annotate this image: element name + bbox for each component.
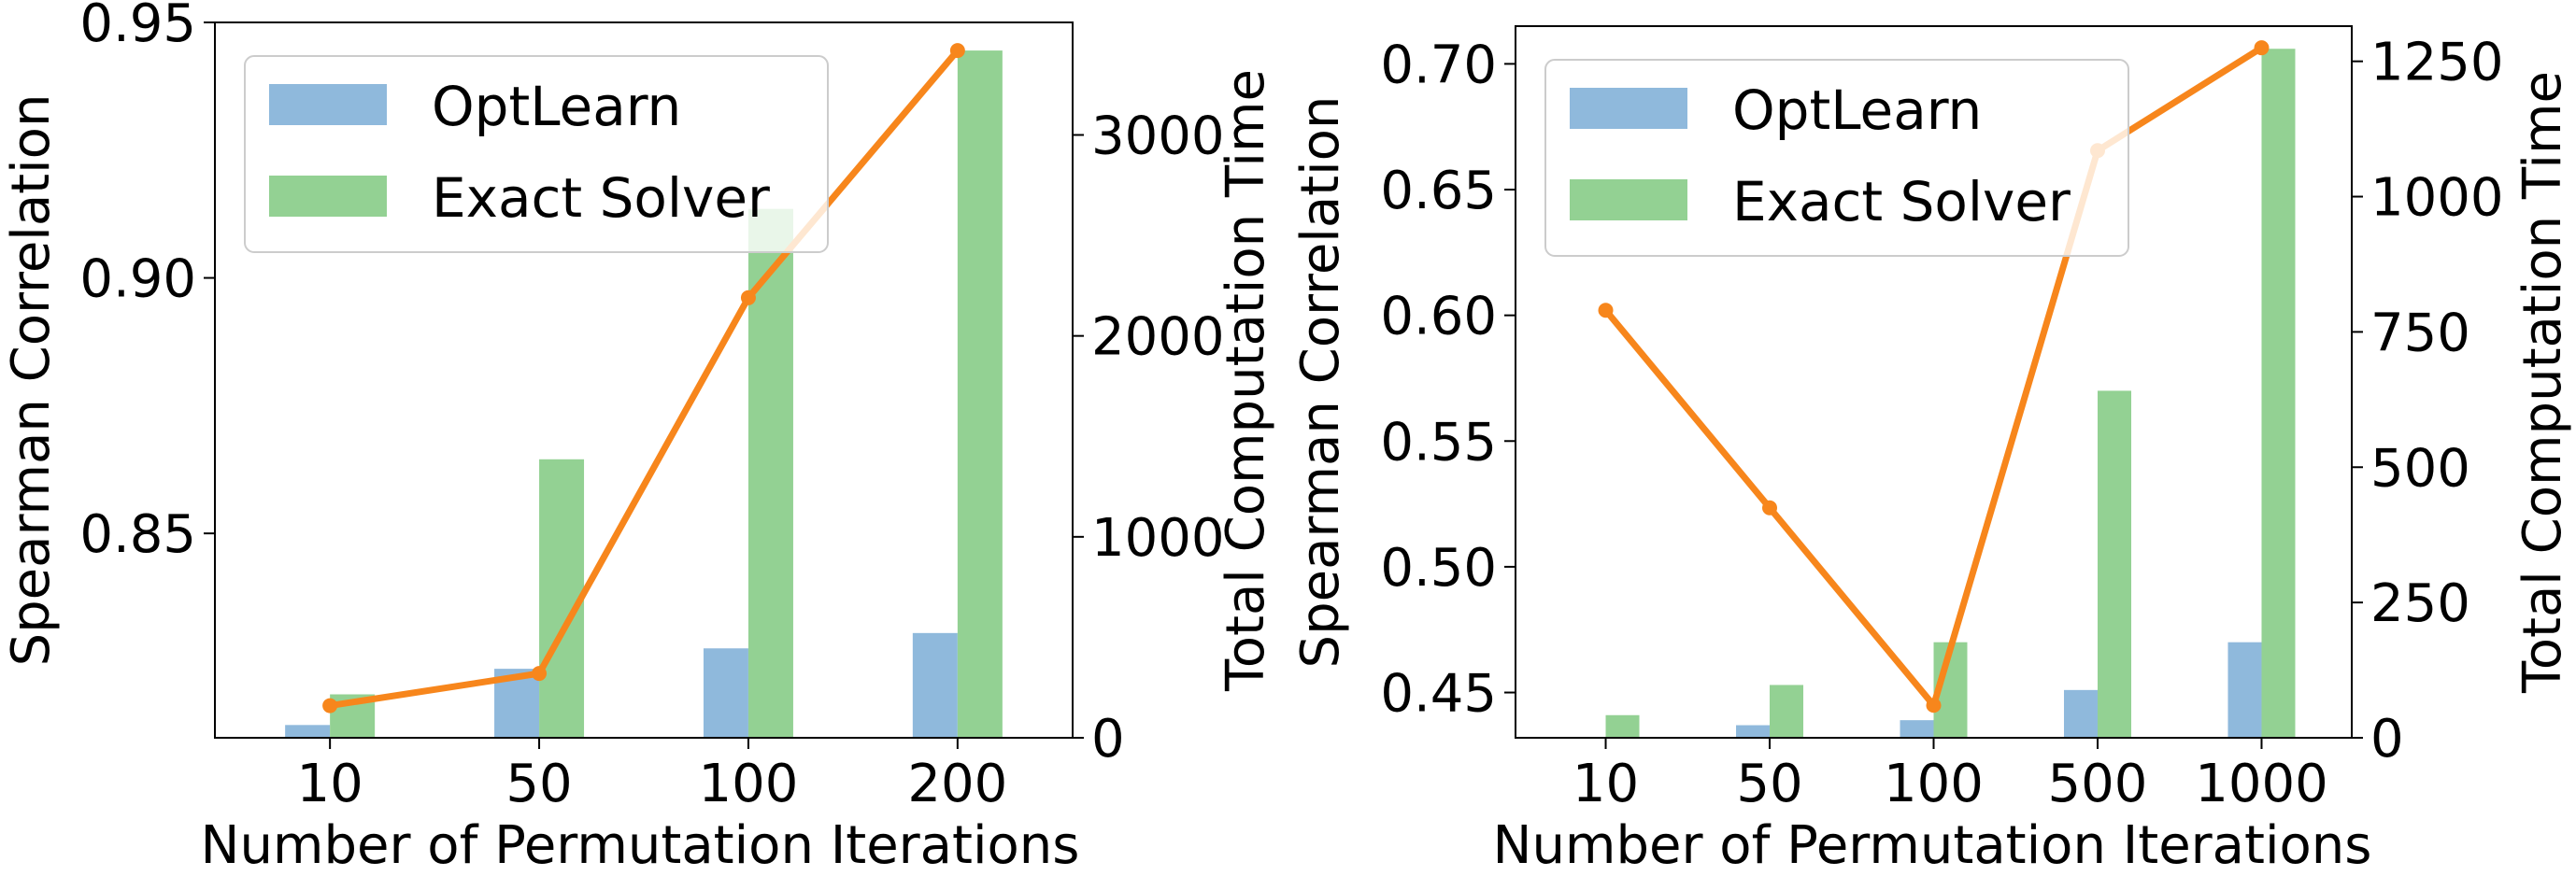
y-tick-label: 0.65: [1380, 161, 1497, 221]
y-tick-label: 0.45: [1380, 664, 1497, 725]
exact-solver-bar: [957, 50, 1003, 739]
x-tick-label: 500: [2048, 754, 2148, 814]
legend-label-exact-solver: Exact Solver: [432, 166, 770, 230]
computation-time-point: [322, 698, 338, 714]
y-tick-label: 0.95: [79, 0, 196, 54]
optlearn-bar: [2063, 689, 2098, 738]
computation-time-point: [532, 666, 548, 682]
x-tick-label: 50: [1736, 754, 1802, 814]
optlearn-bar: [2227, 642, 2262, 738]
y2-tick-label: 250: [2370, 573, 2470, 634]
computation-time-point: [740, 290, 756, 305]
legend-label-exact-solver: Exact Solver: [1732, 170, 2071, 233]
exact-solver-bar: [2097, 390, 2131, 738]
exact-solver-bar: [1605, 714, 1640, 738]
y-tick-label: 0.70: [1380, 35, 1497, 95]
y2-tick-label: 3000: [1091, 106, 1225, 166]
exact-solver-bar: [539, 459, 585, 738]
chart-panel-1: 0.85 0.90 0.95 0 1000 2000 3000 10 50 100 200Numbe…: [1, 0, 1276, 876]
x-tick-label: 50: [505, 754, 572, 814]
y2-tick-label: 500: [2370, 438, 2470, 499]
x-tick-label: 10: [297, 754, 363, 814]
computation-time-point: [1926, 698, 1942, 714]
y-axis-label: Spearman Correlation: [1, 94, 62, 667]
legend-label-optlearn: OptLearn: [432, 75, 681, 138]
y-tick-label: 0.90: [79, 249, 196, 310]
y-tick-label: 0.50: [1380, 538, 1497, 599]
legend-box: [244, 55, 829, 253]
y2-tick-label: 2000: [1091, 307, 1225, 368]
x-tick-label: 200: [907, 754, 1007, 814]
y-tick-label: 0.60: [1380, 287, 1497, 347]
optlearn-bar: [912, 632, 958, 738]
computation-time-point: [2254, 40, 2270, 56]
optlearn-bar: [1736, 725, 1771, 738]
y2-tick-label: 1000: [1091, 508, 1225, 569]
legend-box: [1544, 59, 2129, 257]
y2-tick-label: 1250: [2370, 33, 2504, 93]
y-tick-label: 0.55: [1380, 412, 1497, 473]
exact-solver-bar: [747, 208, 793, 738]
exact-solver-bar: [2261, 49, 2296, 738]
legend-swatch-optlearn: [269, 84, 387, 125]
plot-frame: [214, 21, 1074, 739]
y2-tick-label: 0: [2370, 709, 2404, 770]
x-axis-label: Number of Permutation Iterations: [201, 815, 1080, 876]
y2-axis-label: Total Computation Time: [1216, 69, 1276, 692]
y2-tick-label: 1000: [2370, 168, 2504, 229]
y-axis-label: Spearman Correlation: [1290, 96, 1351, 669]
y2-axis-label: Total Computation Time: [2512, 71, 2573, 694]
x-axis-label: Number of Permutation Iterations: [1493, 815, 2372, 876]
x-tick-label: 100: [1884, 754, 1984, 814]
computation-time-point: [1598, 303, 1614, 318]
y2-tick-label: 750: [2370, 303, 2470, 363]
y2-tick-label: 0: [1091, 709, 1125, 770]
x-tick-label: 10: [1573, 754, 1639, 814]
computation-time-point: [1762, 500, 1778, 516]
y-tick-label: 0.85: [79, 504, 196, 565]
exact-solver-bar: [1770, 685, 1804, 738]
legend: OptLearn Exact Solver: [244, 55, 829, 253]
x-tick-label: 1000: [2195, 754, 2328, 814]
computation-time-point: [949, 43, 965, 59]
legend: OptLearn Exact Solver: [1544, 59, 2129, 257]
computation-time-line: [329, 48, 961, 710]
x-tick-label: 100: [699, 754, 799, 814]
chart-panel-2: 0.45 0.50 0.55 0.60 0.65 0.70 0 250 500 750 1000 12…: [1290, 25, 2573, 876]
legend-swatch-exact-solver: [269, 176, 387, 217]
legend-label-optlearn: OptLearn: [1732, 78, 1982, 142]
optlearn-bar: [703, 648, 748, 738]
legend-swatch-exact-solver: [1570, 179, 1687, 220]
optlearn-bar: [1900, 720, 1934, 738]
legend-swatch-optlearn: [1570, 88, 1687, 129]
optlearn-bar: [285, 725, 331, 738]
